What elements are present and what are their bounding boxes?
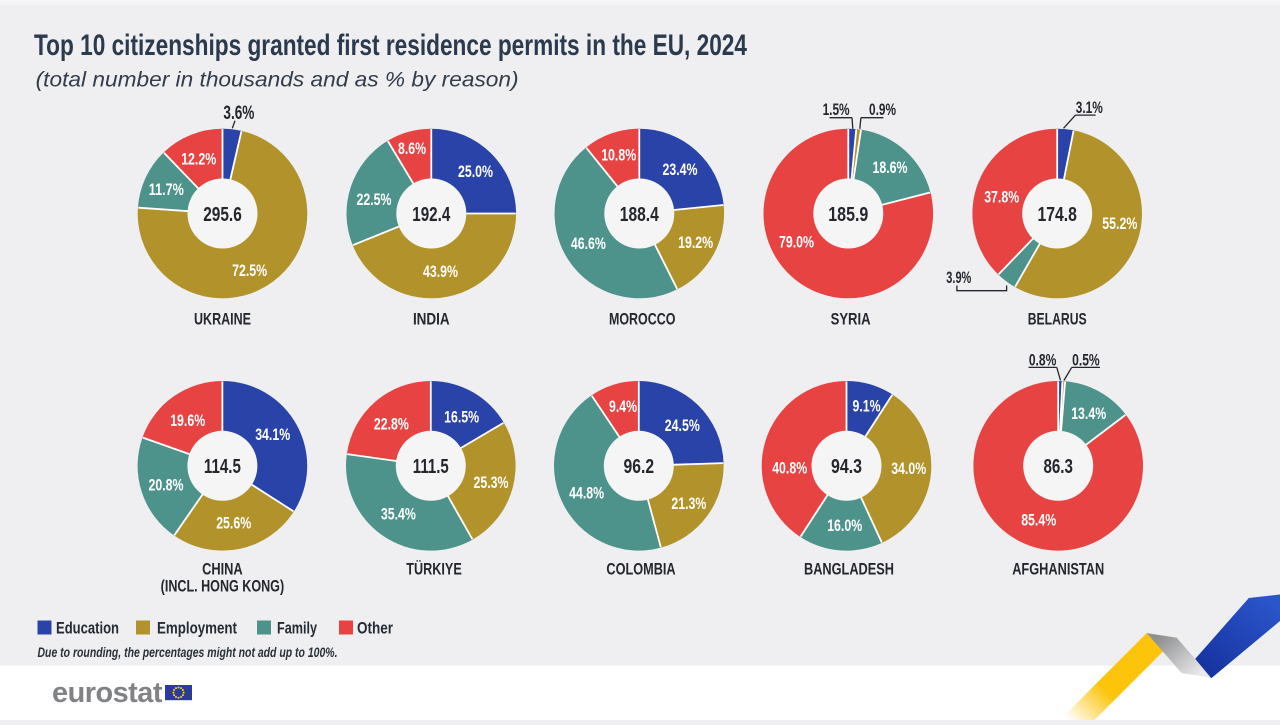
svg-text:Due to rounding, the percentag: Due to rounding, the percentages might n… — [38, 645, 338, 660]
svg-text:1.5%: 1.5% — [823, 101, 850, 119]
svg-text:85.4%: 85.4% — [1021, 511, 1056, 529]
svg-text:295.6: 295.6 — [203, 204, 242, 226]
svg-text:192.4: 192.4 — [412, 204, 451, 226]
svg-text:25.6%: 25.6% — [216, 515, 251, 533]
svg-text:0.9%: 0.9% — [869, 101, 896, 119]
svg-text:22.5%: 22.5% — [357, 191, 392, 209]
svg-text:44.8%: 44.8% — [569, 484, 604, 502]
svg-text:111.5: 111.5 — [413, 456, 449, 478]
svg-text:CHINA: CHINA — [202, 561, 243, 579]
svg-text:0.8%: 0.8% — [1029, 351, 1057, 369]
svg-text:72.5%: 72.5% — [232, 262, 267, 280]
svg-text:96.2: 96.2 — [624, 456, 655, 478]
svg-text:8.6%: 8.6% — [398, 140, 426, 158]
svg-text:3.9%: 3.9% — [946, 269, 971, 287]
svg-text:40.8%: 40.8% — [772, 459, 807, 477]
svg-text:AFGHANISTAN: AFGHANISTAN — [1012, 561, 1104, 579]
svg-text:UKRAINE: UKRAINE — [194, 311, 251, 329]
svg-text:Family: Family — [277, 620, 318, 638]
svg-text:Other: Other — [357, 620, 393, 638]
svg-text:188.4: 188.4 — [620, 204, 660, 226]
svg-text:55.2%: 55.2% — [1102, 215, 1137, 233]
svg-text:TÜRKIYE: TÜRKIYE — [406, 560, 462, 579]
svg-text:INDIA: INDIA — [413, 311, 450, 329]
svg-text:25.0%: 25.0% — [458, 163, 493, 181]
svg-text:79.0%: 79.0% — [779, 234, 814, 252]
svg-text:20.8%: 20.8% — [149, 476, 184, 494]
svg-text:174.8: 174.8 — [1037, 204, 1077, 226]
svg-text:eurostat: eurostat — [52, 677, 163, 709]
svg-text:11.7%: 11.7% — [149, 181, 184, 199]
svg-text:46.6%: 46.6% — [571, 235, 606, 253]
svg-text:16.0%: 16.0% — [827, 517, 862, 535]
svg-text:BANGLADESH: BANGLADESH — [804, 561, 894, 579]
svg-text:19.2%: 19.2% — [678, 234, 713, 252]
svg-text:Education: Education — [56, 620, 119, 638]
svg-text:24.5%: 24.5% — [665, 417, 700, 435]
svg-text:22.8%: 22.8% — [374, 416, 409, 434]
svg-text:(total number in thousands and: (total number in thousands and as % by r… — [36, 69, 519, 92]
svg-text:86.3: 86.3 — [1043, 456, 1073, 478]
svg-text:94.3: 94.3 — [831, 456, 862, 478]
svg-text:9.4%: 9.4% — [609, 398, 637, 416]
svg-text:(INCL. HONG KONG): (INCL. HONG KONG) — [161, 578, 285, 596]
svg-text:43.9%: 43.9% — [423, 263, 458, 281]
svg-text:114.5: 114.5 — [204, 456, 241, 478]
svg-text:0.5%: 0.5% — [1072, 351, 1100, 369]
svg-text:SYRIA: SYRIA — [831, 311, 871, 329]
svg-text:10.8%: 10.8% — [601, 147, 636, 165]
svg-text:35.4%: 35.4% — [381, 505, 416, 523]
svg-text:34.1%: 34.1% — [255, 426, 290, 444]
svg-text:COLOMBIA: COLOMBIA — [606, 561, 675, 579]
svg-text:18.6%: 18.6% — [873, 159, 908, 177]
svg-text:23.4%: 23.4% — [663, 161, 698, 179]
svg-text:9.1%: 9.1% — [853, 398, 881, 416]
svg-text:Employment: Employment — [157, 620, 237, 638]
svg-text:3.6%: 3.6% — [223, 103, 254, 124]
svg-text:34.0%: 34.0% — [891, 460, 926, 478]
svg-text:25.3%: 25.3% — [474, 474, 509, 492]
svg-text:BELARUS: BELARUS — [1028, 311, 1087, 329]
svg-text:MOROCCO: MOROCCO — [609, 311, 676, 329]
svg-text:13.4%: 13.4% — [1071, 405, 1106, 423]
svg-text:37.8%: 37.8% — [984, 189, 1019, 207]
svg-text:Top 10 citizenships granted fi: Top 10 citizenships granted first reside… — [34, 29, 747, 62]
svg-text:3.1%: 3.1% — [1076, 99, 1103, 117]
svg-text:185.9: 185.9 — [828, 204, 868, 226]
svg-text:19.6%: 19.6% — [170, 412, 205, 430]
svg-text:12.2%: 12.2% — [181, 151, 216, 169]
svg-text:16.5%: 16.5% — [444, 408, 479, 426]
svg-text:21.3%: 21.3% — [671, 495, 706, 513]
